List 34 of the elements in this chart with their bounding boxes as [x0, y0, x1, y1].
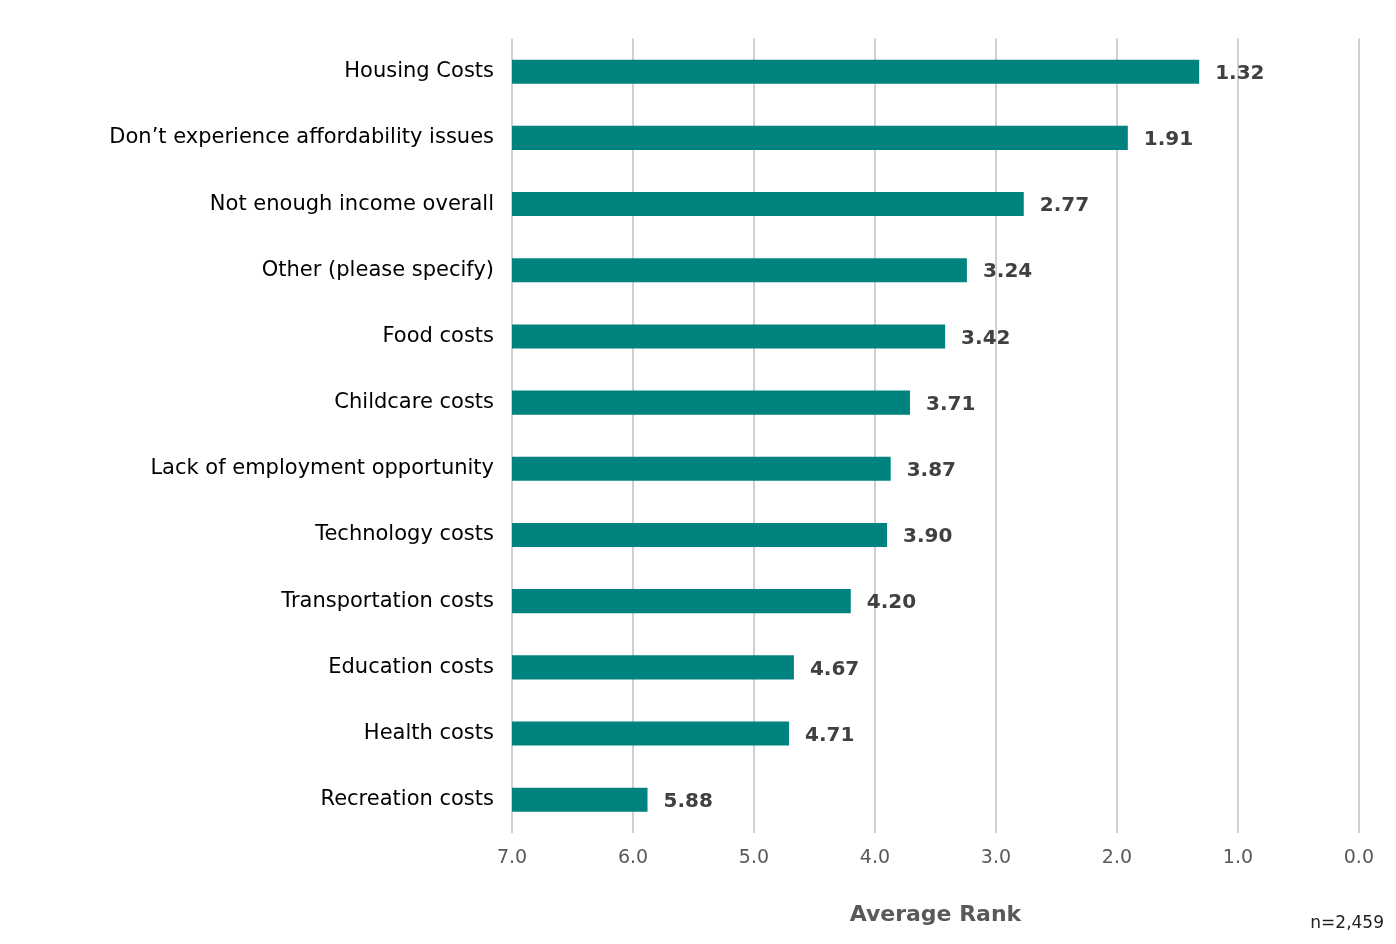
x-tick-label: 2.0: [1101, 845, 1133, 868]
data-label: 4.20: [866, 589, 917, 614]
x-tick-label: 0.0: [1343, 845, 1374, 868]
y-tick-label: Don’t experience affordability issues: [109, 124, 494, 149]
x-axis-title: Average Rank: [849, 900, 1023, 926]
y-tick-label: Transportation costs: [280, 587, 494, 612]
y-tick-label: Technology costs: [314, 521, 494, 546]
x-tick-label: 7.0: [496, 845, 528, 868]
y-tick-label: Food costs: [382, 322, 494, 347]
data-label: 4.67: [809, 655, 860, 680]
data-label: 3.24: [982, 258, 1033, 283]
y-tick-label: Education costs: [328, 653, 494, 678]
y-tick-label: Childcare costs: [334, 389, 494, 414]
data-label: 1.91: [1143, 126, 1194, 151]
data-label: 4.71: [805, 721, 855, 746]
x-tick-label: 4.0: [859, 845, 891, 868]
data-label: 5.88: [663, 787, 713, 812]
x-tick-label: 6.0: [617, 845, 649, 868]
data-label: 2.77: [1039, 192, 1090, 217]
y-tick-label: Other (please specify): [261, 256, 494, 281]
x-tick-label: 5.0: [738, 845, 770, 868]
data-label: 3.87: [906, 456, 957, 481]
data-label: 3.71: [926, 390, 976, 415]
data-label: 1.32: [1215, 59, 1265, 84]
y-tick-label: Not enough income overall: [209, 190, 494, 215]
x-tick-label: 3.0: [980, 845, 1012, 868]
data-label: 3.90: [903, 523, 953, 548]
data-label: 3.42: [961, 324, 1011, 349]
text: n=2,459: [1310, 911, 1384, 932]
x-tick-label: 1.0: [1222, 845, 1254, 868]
y-tick-label: Health costs: [363, 719, 494, 744]
y-tick-label: Recreation costs: [320, 786, 494, 811]
y-tick-label: Housing Costs: [344, 58, 494, 83]
y-tick-label: Lack of employment opportunity: [150, 455, 494, 480]
